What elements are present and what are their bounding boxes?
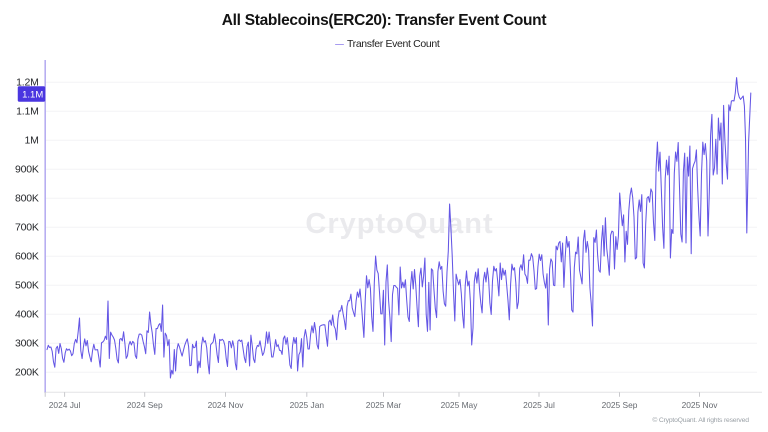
svg-text:400K: 400K [15, 309, 39, 321]
svg-text:1M: 1M [25, 135, 39, 147]
svg-text:2024 Jul: 2024 Jul [49, 400, 81, 410]
svg-text:900K: 900K [15, 164, 39, 176]
svg-text:800K: 800K [15, 193, 39, 205]
svg-text:2025 Sep: 2025 Sep [602, 400, 638, 410]
svg-text:2025 May: 2025 May [441, 400, 479, 410]
svg-text:500K: 500K [15, 280, 39, 292]
svg-text:200K: 200K [15, 367, 39, 379]
svg-text:2024 Nov: 2024 Nov [208, 400, 245, 410]
svg-text:1.1M: 1.1M [22, 90, 43, 101]
svg-text:2025 Jan: 2025 Jan [290, 400, 325, 410]
svg-text:600K: 600K [15, 251, 39, 263]
svg-text:2025 Jul: 2025 Jul [523, 400, 555, 410]
svg-text:2024 Sep: 2024 Sep [127, 400, 163, 410]
svg-text:CryptoQuant: CryptoQuant [305, 208, 493, 240]
svg-text:700K: 700K [15, 222, 39, 234]
svg-text:2025 Mar: 2025 Mar [366, 400, 402, 410]
svg-text:© CryptoQuant. All rights rese: © CryptoQuant. All rights reserved [652, 416, 749, 424]
svg-text:1.1M: 1.1M [16, 106, 39, 118]
svg-text:1.2M: 1.2M [16, 77, 39, 89]
svg-text:2025 Nov: 2025 Nov [682, 400, 719, 410]
svg-text:300K: 300K [15, 338, 39, 350]
